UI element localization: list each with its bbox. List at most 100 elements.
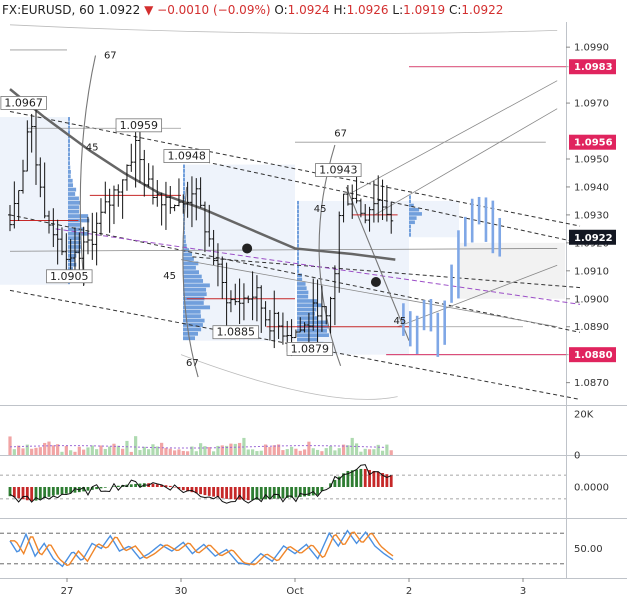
volume-bar [25,444,29,455]
profile-bar [183,186,185,191]
time-axis[interactable]: 27 30 Oct 2 3 [61,578,527,597]
osc-bar [56,487,60,495]
profile-bar [183,274,202,279]
forecast-bar [450,264,453,303]
envelope-curve [180,354,398,400]
volume-bar [385,444,389,455]
osc-signal-line [9,464,392,504]
median-line [55,228,581,305]
profile-bar [183,208,185,213]
volume-bar [337,448,341,455]
profile-bar [68,262,77,267]
profile-bar [68,147,70,152]
angle-label: 45 [394,316,407,327]
volume-bar [324,448,328,455]
open-value: 1.0924 [287,3,330,17]
profile-bar [183,305,211,310]
profile-bar [183,204,185,209]
osc-bar [376,471,380,487]
osc-bar [168,485,172,487]
profile-bar [183,239,186,244]
price-note-label: 1.0905 [50,270,89,283]
volume-bar [281,450,285,455]
moving-average-line [9,88,396,261]
forecast-bar [457,230,460,299]
profile-bar [297,307,317,312]
volume-bar [380,450,385,455]
osc-bar [186,487,190,492]
volume-bar [38,447,42,455]
profile-bar [297,303,322,308]
profile-bar [68,183,74,188]
price-note-label: 1.0967 [4,96,43,109]
price-note-box [212,325,259,340]
volume-bar [225,445,229,455]
profile-bar [297,213,299,218]
price-tick-label: 1.0930 [574,210,609,221]
volume-bar [181,450,185,455]
volume-bar [341,444,346,455]
chart-header: FX:EURUSD, 60 1.0922 ▼ −0.0010 (−0.09%) … [2,3,503,17]
high-label: H: [333,3,347,17]
osc-bar [25,487,29,501]
pivot-dot [370,276,381,287]
volume-bar [151,444,155,455]
volume-bar [121,448,125,455]
profile-bar [68,187,77,192]
osc-bar [342,473,345,487]
osc-bar [316,487,319,495]
symbol-label[interactable]: FX:EURUSD, 60 [2,3,95,17]
profile-bar [68,152,70,157]
profile-bar [68,117,70,121]
osc-bar [164,485,168,487]
profile-bar [297,218,299,222]
time-tick-label: 3 [520,586,526,597]
volume-bar [389,450,393,455]
osc-bar [355,469,358,487]
osc-bar [38,487,42,500]
osc-bar [95,487,99,490]
osc-bar [272,487,276,499]
profile-bar [409,220,415,225]
time-tick-label: Oct [286,586,303,597]
osc-bar [216,487,220,498]
osc-bar [155,484,159,487]
volume-bar [376,444,380,455]
volume-bar [242,437,246,455]
osc-bar [225,487,228,499]
osc-bar [264,487,267,500]
osc-bar [281,487,285,499]
profile-bar [409,195,411,199]
profile-bar [297,230,299,235]
forecast-bar [491,200,495,254]
price-note-label: 1.0943 [319,164,358,177]
price-note-label: 1.0948 [167,150,206,163]
profile-bar [297,222,299,226]
time-tick-label: 27 [61,586,74,597]
volume-bar [220,445,224,455]
low-label: L: [392,3,404,17]
profile-bar [409,203,414,208]
profile-bar [297,282,306,286]
volume-bar [259,450,263,455]
price-badge-label: 1.0880 [574,350,613,361]
osc-bar [212,487,216,497]
profile-bar [183,230,185,235]
profile-bar [68,174,71,179]
price-axis[interactable]: 1.09901.09701.09501.09401.09301.09201.09… [566,43,616,389]
volume-bar [138,450,142,455]
osc-bar [333,479,337,487]
volume-bar [60,451,64,455]
profile-bar [297,337,318,342]
profile-bar [68,139,70,143]
price-note-label: 1.0959 [120,119,159,132]
volume-bar [21,448,25,455]
profile-bar [297,299,317,303]
range-box [0,117,68,285]
price-change: −0.0010 (−0.09%) [157,3,271,17]
osc-bar [199,487,203,495]
price-tick-label: 1.0970 [574,99,609,110]
volume-bar [203,446,207,455]
profile-bar [409,212,422,216]
